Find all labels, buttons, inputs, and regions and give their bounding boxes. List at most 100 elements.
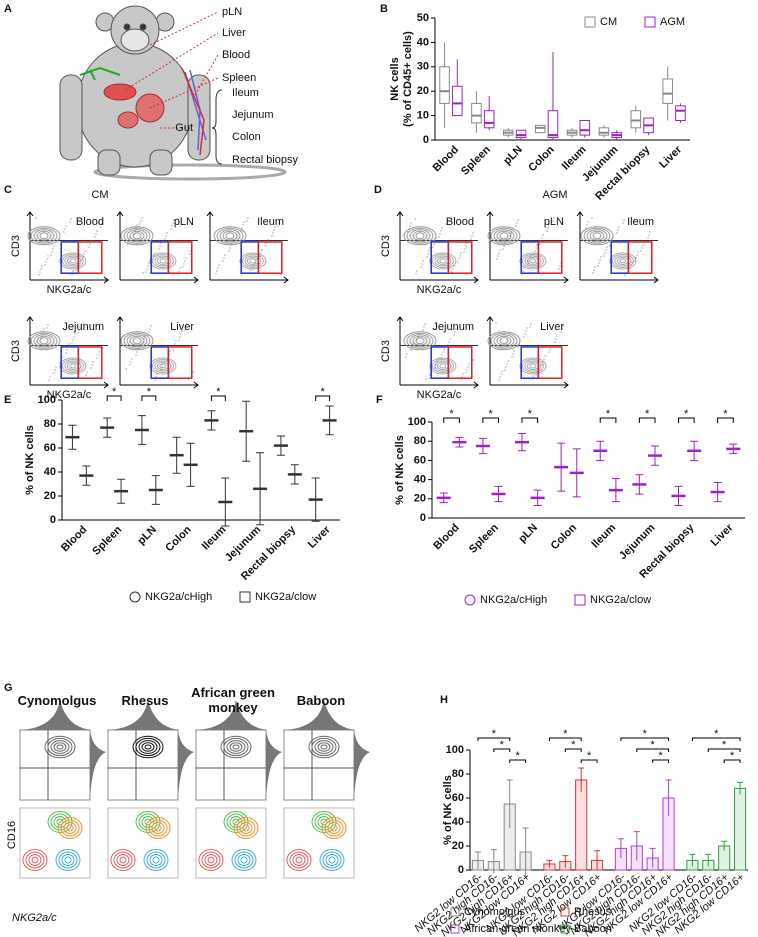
contour bbox=[409, 229, 431, 243]
event bbox=[516, 222, 518, 224]
event bbox=[92, 361, 94, 363]
x-tick-label: pLN bbox=[135, 524, 159, 548]
event bbox=[36, 341, 38, 343]
error-caps bbox=[221, 477, 230, 527]
event bbox=[129, 237, 131, 239]
event bbox=[148, 331, 150, 333]
event bbox=[459, 255, 461, 257]
event bbox=[425, 378, 427, 380]
event bbox=[623, 219, 625, 221]
event bbox=[229, 247, 231, 249]
event bbox=[405, 356, 407, 358]
contour bbox=[439, 363, 447, 369]
contour bbox=[141, 742, 155, 752]
contour bbox=[434, 255, 452, 267]
significance-bracket bbox=[636, 748, 670, 752]
event bbox=[503, 245, 505, 247]
event bbox=[561, 328, 563, 330]
event bbox=[546, 230, 548, 232]
event bbox=[472, 359, 474, 361]
event bbox=[179, 336, 181, 338]
event bbox=[43, 328, 45, 330]
contour bbox=[295, 856, 303, 864]
contour bbox=[240, 856, 248, 864]
event bbox=[461, 376, 463, 378]
histogram-right bbox=[90, 730, 106, 800]
error-bar bbox=[737, 781, 744, 795]
contour bbox=[39, 232, 49, 240]
event bbox=[612, 236, 614, 238]
event bbox=[223, 257, 225, 259]
legend-marker bbox=[239, 591, 251, 603]
contour bbox=[61, 358, 84, 373]
contour bbox=[47, 811, 73, 833]
event bbox=[127, 243, 129, 245]
event bbox=[415, 273, 417, 275]
y-tick-label: 60 bbox=[44, 442, 56, 454]
event bbox=[496, 258, 498, 260]
event bbox=[169, 350, 171, 352]
event bbox=[55, 366, 57, 368]
contour bbox=[31, 856, 39, 864]
event bbox=[59, 362, 61, 364]
contour bbox=[325, 854, 339, 866]
significance-bracket bbox=[493, 748, 511, 752]
event bbox=[94, 236, 96, 238]
event bbox=[429, 374, 431, 376]
event bbox=[436, 361, 438, 363]
event bbox=[527, 263, 529, 265]
event bbox=[79, 326, 81, 328]
event bbox=[236, 234, 238, 236]
event bbox=[137, 348, 139, 350]
event bbox=[147, 334, 149, 336]
significance-bracket bbox=[707, 748, 741, 752]
significance-bracket bbox=[638, 417, 656, 423]
contour bbox=[44, 735, 76, 759]
panel-letter: H bbox=[440, 694, 448, 706]
legend-marker bbox=[129, 591, 141, 603]
contour bbox=[519, 357, 547, 375]
contour bbox=[406, 227, 434, 244]
event bbox=[535, 374, 537, 376]
species-plot bbox=[195, 700, 282, 879]
event bbox=[522, 270, 524, 272]
x-tick-label: Blood bbox=[59, 524, 90, 555]
event bbox=[128, 240, 130, 242]
event bbox=[47, 324, 49, 326]
contour bbox=[47, 737, 73, 757]
event bbox=[603, 255, 605, 257]
event bbox=[50, 254, 52, 256]
event bbox=[594, 266, 596, 268]
contour bbox=[239, 252, 267, 270]
event bbox=[617, 229, 619, 231]
contour bbox=[289, 851, 309, 869]
event bbox=[417, 336, 419, 338]
event bbox=[277, 225, 279, 227]
y-tick-label: 60 bbox=[414, 454, 426, 466]
contour bbox=[233, 817, 259, 839]
contour bbox=[149, 854, 163, 866]
event bbox=[159, 245, 161, 247]
contour bbox=[229, 742, 243, 752]
contour bbox=[412, 335, 428, 346]
legend-marker bbox=[450, 924, 460, 934]
significance-star: * bbox=[645, 408, 650, 420]
error-caps bbox=[596, 440, 605, 461]
contour bbox=[434, 360, 452, 372]
contour bbox=[154, 360, 172, 372]
event bbox=[443, 348, 445, 350]
flow-y-label: CD3 bbox=[380, 340, 392, 362]
event bbox=[442, 351, 444, 353]
species-plot bbox=[107, 700, 194, 879]
error-bar bbox=[474, 851, 481, 869]
contour bbox=[59, 357, 87, 375]
contour bbox=[319, 849, 345, 871]
organ-label: Liver bbox=[222, 27, 246, 39]
flow-arrow bbox=[486, 316, 569, 389]
contour bbox=[403, 226, 437, 246]
legend-marker bbox=[560, 907, 570, 917]
event bbox=[242, 224, 244, 226]
flow-x-label: NKG2a/c bbox=[417, 284, 462, 296]
y-tick-label: 40 bbox=[452, 816, 464, 828]
significance-bracket bbox=[652, 759, 670, 763]
